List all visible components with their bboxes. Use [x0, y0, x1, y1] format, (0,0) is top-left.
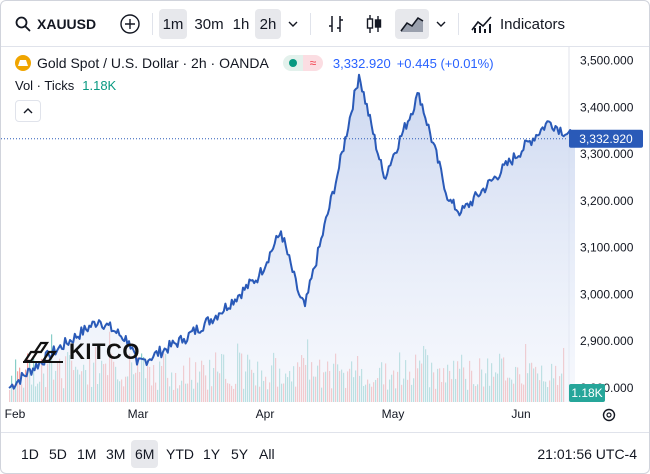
area-style-icon [400, 16, 424, 32]
range-1y-button[interactable]: 1Y [203, 446, 221, 462]
legend-title: Gold Spot / U.S. Dollar · 2h · OANDA [37, 55, 269, 71]
toolbar-divider [458, 13, 459, 35]
bars-style-button[interactable] [323, 9, 349, 39]
range-1d-button[interactable]: 1D [21, 446, 39, 462]
symbol-search-button[interactable]: XAUUSD [15, 9, 105, 39]
utc-clock[interactable]: 21:01:56 UTC-4 [537, 446, 637, 462]
price-area [1, 73, 576, 402]
volume-legend-value: 1.18K [82, 78, 117, 93]
price-chart[interactable]: 3,500.000 3,400.000 3,300.000 3,200.000 3,10… [1, 47, 650, 432]
market-open-icon [282, 55, 303, 71]
range-3m-button[interactable]: 3M [106, 446, 126, 462]
time-axis[interactable]: Feb Mar Apr May Jun [5, 407, 616, 422]
price-line [8, 73, 576, 390]
price-tick-label: 3,400.000 [580, 100, 634, 114]
price-tick-label: 3,000.000 [580, 287, 634, 301]
compare-symbol-button[interactable] [115, 9, 145, 39]
price-tick-label: 2,900.000 [580, 334, 634, 348]
chevron-up-icon [23, 108, 33, 114]
indicators-button[interactable]: Indicators [471, 9, 571, 39]
interval-30m-button[interactable]: 30m [191, 9, 227, 39]
gear-icon[interactable] [602, 408, 616, 422]
time-tick-label: Jun [511, 407, 530, 421]
price-tick-label: 3,200.000 [580, 194, 634, 208]
candles-style-button[interactable] [361, 9, 387, 39]
interval-label: 30m [194, 15, 224, 33]
chevron-down-icon [288, 21, 298, 27]
price-axis[interactable]: 3,500.000 3,400.000 3,300.000 3,200.000 3,10… [580, 54, 634, 395]
toolbar-divider [310, 13, 311, 35]
interval-2h-button[interactable]: 2h [255, 9, 281, 39]
range-1m-button[interactable]: 1M [77, 446, 97, 462]
symbol-label: XAUUSD [37, 16, 97, 32]
time-tick-label: May [382, 407, 405, 421]
interval-dropdown-button[interactable] [285, 9, 301, 39]
volume-bar [15, 359, 17, 402]
interval-1m-button[interactable]: 1m [159, 9, 187, 39]
time-tick-label: Apr [256, 407, 275, 421]
volume-tag-text: 1.18K [571, 386, 602, 400]
range-5d-button[interactable]: 5D [49, 446, 67, 462]
kitco-bars-icon [23, 341, 63, 363]
collapse-legend-button[interactable] [15, 100, 41, 122]
range-5y-button[interactable]: 5Y [231, 446, 249, 462]
legend-last-price: 3,332.920 [332, 55, 391, 71]
bars-style-icon [329, 16, 343, 32]
gold-symbol-icon [15, 55, 31, 71]
area-style-button[interactable] [395, 9, 429, 39]
data-delay-icon: ≈ [302, 55, 323, 71]
volume-legend-label: Vol · Ticks [15, 78, 75, 93]
interval-1h-button[interactable]: 1h [229, 9, 253, 39]
interval-label: 1m [162, 15, 184, 33]
bottom-toolbar: 1D 5D 1M 3M 6M YTD 1Y 5Y All 21:01:56 UTC-4 [1, 432, 649, 473]
last-price-tag-text: 3,332.920 [579, 132, 633, 146]
range-all-button[interactable]: All [259, 446, 275, 462]
kitco-logo: KITCO [23, 339, 140, 365]
axis-tags: 3,332.920 1.18K [569, 129, 643, 402]
style-dropdown-button[interactable] [433, 9, 449, 39]
kitco-wordmark: KITCO [69, 339, 140, 364]
market-status-badge[interactable]: ≈ [282, 55, 323, 71]
volume-legend: Vol · Ticks 1.18K [15, 78, 116, 93]
candles-style-icon [366, 15, 382, 33]
indicators-label: Indicators [500, 15, 566, 33]
time-tick-label: Mar [128, 407, 149, 421]
top-toolbar: XAUUSD 1m 30m 1h 2h Indicators [1, 1, 649, 47]
search-icon [15, 16, 31, 32]
plus-circle-icon [120, 14, 140, 34]
range-6m-button[interactable]: 6M [131, 440, 159, 468]
range-ytd-button[interactable]: YTD [166, 446, 194, 462]
price-area-fill [9, 74, 575, 402]
time-tick-label: Feb [5, 407, 26, 421]
last-price-tag: 3,332.920 [569, 129, 643, 148]
price-tick-label: 3,100.000 [580, 241, 634, 255]
interval-label: 1h [232, 15, 250, 33]
legend-change: +0.445 (+0.01%) [396, 55, 494, 71]
volume-tag: 1.18K [569, 384, 605, 402]
chevron-down-icon [436, 21, 446, 27]
toolbar-divider [152, 13, 153, 35]
price-tick-label: 3,300.000 [580, 147, 634, 161]
interval-label: 2h [259, 15, 277, 33]
indicators-icon [471, 16, 492, 33]
chart-legend: Gold Spot / U.S. Dollar · 2h · OANDA ≈ 3… [15, 53, 494, 73]
price-tick-label: 3,500.000 [580, 54, 634, 68]
